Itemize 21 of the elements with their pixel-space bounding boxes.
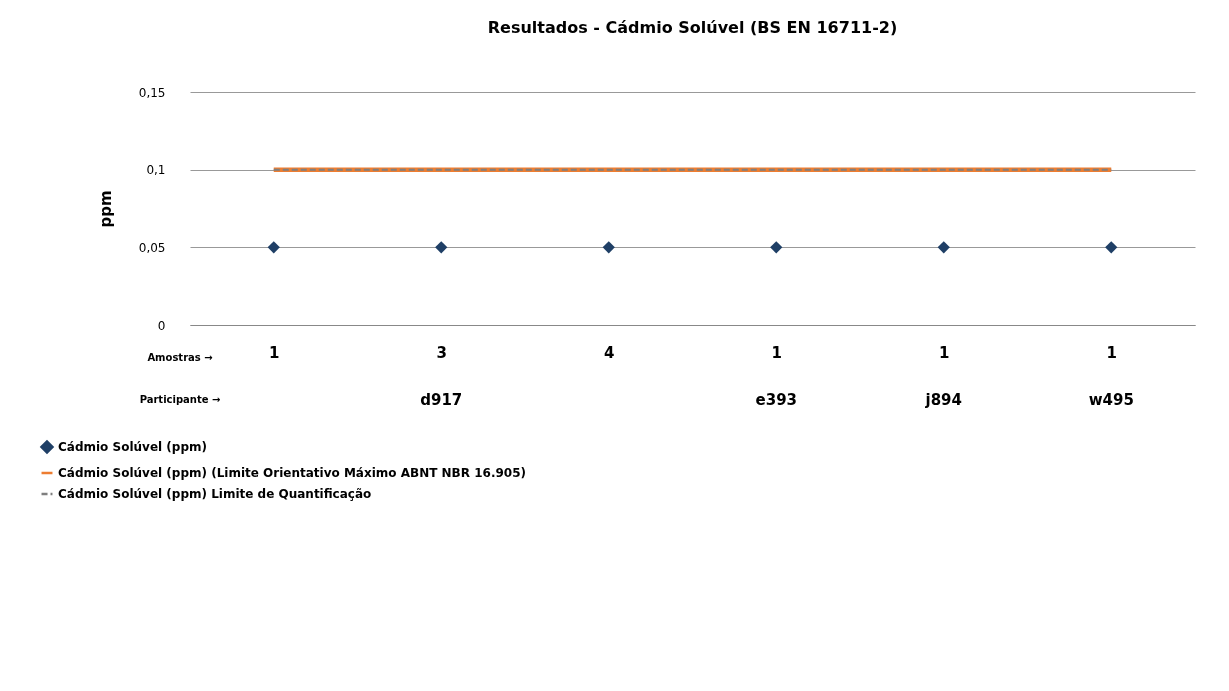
x-tick-label: 1 — [269, 343, 280, 362]
y-tick-label: 0 — [157, 318, 166, 333]
text: Amostras → — [147, 352, 213, 363]
text: j894 — [924, 391, 962, 409]
x-tick-label: 1 — [939, 343, 950, 362]
x-tick-label: 4 — [604, 343, 615, 362]
legend-label: Cádmio Solúvel (ppm) (Limite Orientativo Máximo ABNT NBR 16.905) — [58, 466, 526, 480]
text: w495 — [1088, 391, 1134, 409]
x-tick-label: 1 — [1106, 343, 1117, 362]
y-axis-title: ppm — [96, 190, 115, 228]
x-tick-label: 3 — [436, 343, 447, 362]
y-tick-label: 0,15 — [138, 85, 166, 100]
chart-title: Resultados - Cádmio Solúvel (BS EN 16711-2) — [487, 18, 898, 37]
legend-label: Cádmio Solúvel (ppm) Limite de Quantificação — [58, 487, 372, 501]
y-tick-label: 0,05 — [138, 240, 166, 255]
text: d917 — [420, 391, 463, 409]
x-tick-label: 1 — [771, 343, 782, 362]
legend-label: Cádmio Solúvel (ppm) — [58, 440, 207, 454]
text: Participante → — [139, 394, 221, 405]
text: e393 — [755, 391, 797, 409]
y-tick-label: 0,1 — [146, 163, 166, 178]
